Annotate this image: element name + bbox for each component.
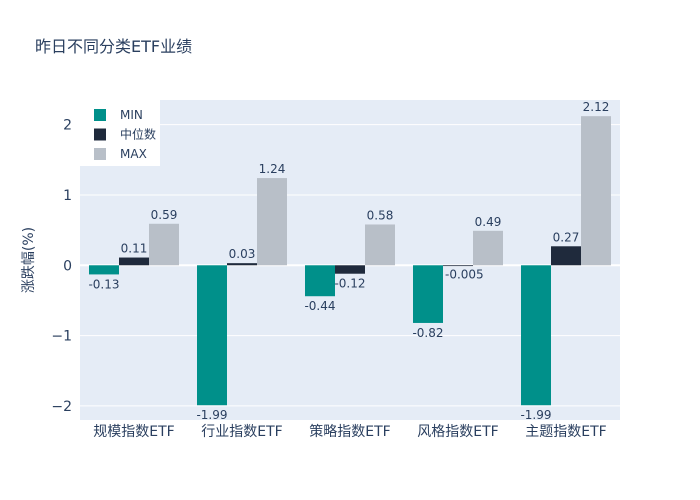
bar-MAX-0[interactable] xyxy=(149,223,179,266)
bar-MAX-3[interactable] xyxy=(473,230,503,266)
legend-box xyxy=(80,100,160,166)
y-tick-label: 0 xyxy=(63,258,72,274)
bar-中位数-2[interactable] xyxy=(335,265,365,274)
data-label: 0.03 xyxy=(229,247,256,261)
bar-MIN-0[interactable] xyxy=(89,265,119,275)
bar-MIN-1[interactable] xyxy=(197,265,227,406)
legend-label[interactable]: 中位数 xyxy=(120,127,156,142)
y-tick-label: 1 xyxy=(63,188,72,204)
data-label: -0.82 xyxy=(412,326,443,340)
x-tick-label: 主题指数ETF xyxy=(525,424,606,440)
x-tick-label: 风格指数ETF xyxy=(417,424,498,440)
data-label: -0.13 xyxy=(88,277,119,291)
data-label: 0.58 xyxy=(367,208,394,222)
bar-MIN-2[interactable] xyxy=(305,265,335,297)
legend-swatch[interactable] xyxy=(94,148,106,160)
y-axis-label: 涨跌幅(%) xyxy=(21,227,37,293)
data-label: 0.59 xyxy=(151,208,178,222)
y-tick-label: 2 xyxy=(63,118,72,134)
bar-中位数-4[interactable] xyxy=(551,246,581,266)
data-label: -0.12 xyxy=(334,277,365,291)
bar-MAX-4[interactable] xyxy=(581,116,611,266)
data-label: -1.99 xyxy=(196,408,227,422)
data-label: -0.44 xyxy=(304,299,335,313)
legend-swatch[interactable] xyxy=(94,109,106,121)
x-tick-label: 规模指数ETF xyxy=(93,424,174,440)
legend-label[interactable]: MAX xyxy=(120,147,147,161)
chart-title: 昨日不同分类ETF业绩 xyxy=(35,37,193,56)
bar-MAX-2[interactable] xyxy=(365,224,395,266)
data-label: -0.005 xyxy=(445,267,484,281)
bar-中位数-1[interactable] xyxy=(227,263,257,266)
data-label: -1.99 xyxy=(520,408,551,422)
y-tick-label: −2 xyxy=(51,399,72,415)
data-label: 1.24 xyxy=(259,162,286,176)
y-axis-ticks: −2 −1 0 1 2 xyxy=(51,118,72,415)
bar-MIN-4[interactable] xyxy=(521,265,551,406)
x-tick-label: 策略指数ETF xyxy=(309,423,390,440)
bar-MAX-1[interactable] xyxy=(257,178,287,266)
legend: MIN 中位数 MAX xyxy=(80,100,160,166)
x-axis-ticks: 规模指数ETF 行业指数ETF 策略指数ETF 风格指数ETF 主题指数ETF xyxy=(93,423,606,440)
data-label: 0.11 xyxy=(121,242,148,256)
data-label: 2.12 xyxy=(583,100,610,114)
y-tick-label: −1 xyxy=(51,329,72,345)
data-label: 0.49 xyxy=(475,215,502,229)
legend-swatch[interactable] xyxy=(94,128,106,141)
data-label: 0.27 xyxy=(553,230,580,244)
data-labels: -0.13 0.11 0.59 -1.99 0.03 1.24 -0.44 -0.12 0.58… xyxy=(88,100,609,422)
legend-label[interactable]: MIN xyxy=(120,108,143,122)
x-tick-label: 行业指数ETF xyxy=(201,424,282,440)
bar-中位数-0[interactable] xyxy=(119,257,149,266)
bar-MIN-3[interactable] xyxy=(413,265,443,323)
bar-中位数-3[interactable] xyxy=(443,265,473,267)
bars xyxy=(89,116,611,406)
